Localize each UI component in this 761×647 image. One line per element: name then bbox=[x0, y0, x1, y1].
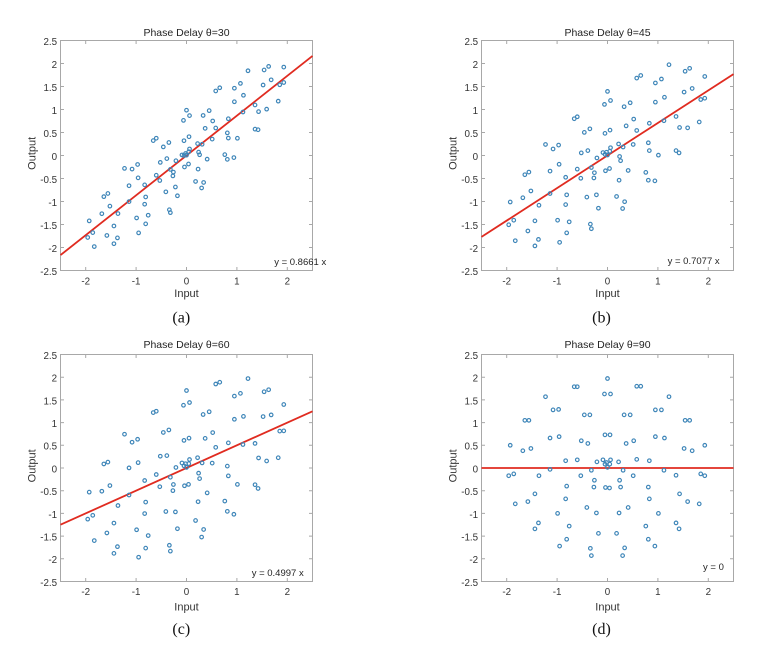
svg-text:2.5: 2.5 bbox=[43, 37, 57, 48]
svg-text:-1: -1 bbox=[132, 277, 141, 288]
svg-text:Input: Input bbox=[174, 288, 198, 300]
svg-text:1: 1 bbox=[234, 587, 239, 598]
svg-text:-2: -2 bbox=[48, 244, 57, 255]
svg-text:1: 1 bbox=[473, 106, 478, 117]
svg-text:1: 1 bbox=[473, 419, 478, 430]
svg-text:0: 0 bbox=[52, 464, 58, 475]
svg-text:-1: -1 bbox=[553, 587, 562, 598]
svg-text:-1: -1 bbox=[553, 277, 562, 288]
svg-text:1: 1 bbox=[655, 587, 660, 598]
svg-text:-2: -2 bbox=[469, 555, 478, 566]
svg-text:Output: Output bbox=[447, 449, 459, 482]
svg-text:-2.5: -2.5 bbox=[461, 578, 478, 589]
svg-text:Output: Output bbox=[26, 137, 38, 170]
svg-text:1.5: 1.5 bbox=[43, 83, 57, 94]
svg-text:Output: Output bbox=[447, 137, 459, 170]
svg-text:0: 0 bbox=[184, 587, 190, 598]
svg-text:-0.5: -0.5 bbox=[40, 175, 57, 186]
svg-text:0: 0 bbox=[605, 587, 611, 598]
svg-text:-1: -1 bbox=[469, 198, 478, 209]
svg-text:(c): (c) bbox=[172, 621, 190, 638]
svg-text:1.5: 1.5 bbox=[464, 396, 478, 407]
svg-text:(a): (a) bbox=[172, 310, 190, 327]
svg-text:-2: -2 bbox=[469, 244, 478, 255]
svg-text:-0.5: -0.5 bbox=[40, 487, 57, 498]
svg-text:1: 1 bbox=[655, 277, 660, 288]
svg-text:0.5: 0.5 bbox=[43, 129, 57, 140]
svg-text:0: 0 bbox=[473, 152, 479, 163]
svg-text:0: 0 bbox=[605, 277, 611, 288]
svg-text:0: 0 bbox=[473, 464, 479, 475]
svg-text:(d): (d) bbox=[592, 621, 611, 638]
svg-text:Input: Input bbox=[174, 601, 198, 613]
svg-text:y = 0.4997 x: y = 0.4997 x bbox=[252, 568, 304, 579]
svg-text:-1: -1 bbox=[469, 510, 478, 521]
svg-text:Input: Input bbox=[595, 601, 619, 613]
svg-text:-1: -1 bbox=[132, 587, 141, 598]
svg-text:-1: -1 bbox=[48, 198, 57, 209]
svg-text:Input: Input bbox=[595, 288, 619, 300]
svg-text:-2.5: -2.5 bbox=[40, 578, 57, 589]
svg-text:Output: Output bbox=[26, 449, 38, 482]
svg-text:1: 1 bbox=[52, 106, 57, 117]
svg-text:1: 1 bbox=[52, 419, 57, 430]
svg-text:-0.5: -0.5 bbox=[461, 175, 478, 186]
svg-text:0.5: 0.5 bbox=[464, 129, 478, 140]
svg-text:-2.5: -2.5 bbox=[461, 267, 478, 278]
svg-text:(b): (b) bbox=[592, 310, 611, 327]
svg-text:-2: -2 bbox=[502, 277, 511, 288]
svg-text:2: 2 bbox=[706, 277, 711, 288]
svg-text:-2: -2 bbox=[81, 277, 90, 288]
svg-text:0: 0 bbox=[52, 152, 58, 163]
svg-text:-1.5: -1.5 bbox=[461, 533, 478, 544]
svg-text:2: 2 bbox=[285, 277, 290, 288]
svg-text:Phase Delay θ=30: Phase Delay θ=30 bbox=[143, 27, 229, 39]
svg-text:1: 1 bbox=[234, 277, 239, 288]
svg-text:Phase Delay θ=45: Phase Delay θ=45 bbox=[564, 27, 650, 39]
svg-text:Phase Delay θ=90: Phase Delay θ=90 bbox=[564, 339, 650, 351]
svg-text:-1.5: -1.5 bbox=[40, 221, 57, 232]
svg-text:2.5: 2.5 bbox=[464, 351, 478, 362]
svg-text:Phase Delay θ=60: Phase Delay θ=60 bbox=[143, 339, 229, 351]
svg-text:-2: -2 bbox=[502, 587, 511, 598]
svg-text:y = 0: y = 0 bbox=[703, 562, 724, 573]
svg-text:-2: -2 bbox=[81, 587, 90, 598]
svg-text:y = 0.8661 x: y = 0.8661 x bbox=[274, 257, 326, 268]
svg-text:2: 2 bbox=[473, 60, 478, 71]
svg-text:-1: -1 bbox=[48, 510, 57, 521]
svg-text:0.5: 0.5 bbox=[43, 442, 57, 453]
svg-text:2.5: 2.5 bbox=[464, 37, 478, 48]
svg-text:-2.5: -2.5 bbox=[40, 267, 57, 278]
svg-text:2.5: 2.5 bbox=[43, 351, 57, 362]
svg-text:2: 2 bbox=[285, 587, 290, 598]
svg-text:1.5: 1.5 bbox=[464, 83, 478, 94]
svg-text:-1.5: -1.5 bbox=[40, 533, 57, 544]
svg-text:0: 0 bbox=[184, 277, 190, 288]
svg-text:2: 2 bbox=[52, 374, 57, 385]
svg-text:-2: -2 bbox=[48, 555, 57, 566]
svg-text:-1.5: -1.5 bbox=[461, 221, 478, 232]
svg-text:2: 2 bbox=[52, 60, 57, 71]
svg-text:-0.5: -0.5 bbox=[461, 487, 478, 498]
svg-text:2: 2 bbox=[473, 374, 478, 385]
svg-text:y = 0.7077 x: y = 0.7077 x bbox=[668, 256, 720, 267]
svg-text:1.5: 1.5 bbox=[43, 396, 57, 407]
svg-text:0.5: 0.5 bbox=[464, 442, 478, 453]
svg-text:2: 2 bbox=[706, 587, 711, 598]
